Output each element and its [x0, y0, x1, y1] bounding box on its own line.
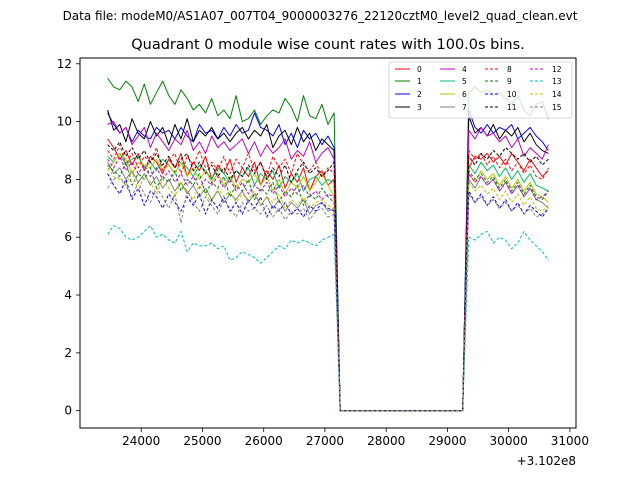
series-line-11: [107, 141, 549, 412]
x-offset-label: +3.102e8: [517, 454, 576, 468]
series-line-2: [107, 109, 549, 412]
x-tick-label: 24000: [122, 434, 160, 448]
y-tick-label: 12: [57, 57, 72, 71]
y-tick-label: 4: [64, 288, 72, 302]
series-line-13: [107, 225, 549, 412]
legend-label-8: 8: [507, 65, 512, 74]
x-tick-label: 29000: [428, 434, 466, 448]
legend-label-1: 1: [417, 77, 422, 86]
legend-label-2: 2: [417, 90, 422, 99]
series-line-10: [107, 173, 549, 412]
legend-label-10: 10: [507, 90, 517, 99]
legend-label-14: 14: [552, 90, 562, 99]
suptitle: Data file: modeM0/AS1A07_007T04_90000032…: [63, 9, 578, 23]
x-axis: 24000 25000 26000 27000 28000 29000 30000 31000: [122, 428, 589, 448]
series-line-15: [107, 176, 549, 412]
y-tick-label: 2: [64, 346, 72, 360]
legend-label-15: 15: [552, 103, 562, 112]
series-line-6: [107, 152, 549, 412]
y-tick-label: 10: [57, 115, 72, 129]
legend-label-6: 6: [462, 90, 467, 99]
axes-frame: [79, 57, 577, 429]
x-tick-label: 27000: [306, 434, 344, 448]
legend-label-5: 5: [462, 77, 467, 86]
legend-label-13: 13: [552, 77, 562, 86]
legend-box: [388, 61, 573, 119]
series-line-14: [107, 167, 549, 412]
series-layer: [107, 77, 549, 412]
legend-label-9: 9: [507, 77, 512, 86]
legend-label-7: 7: [462, 103, 467, 112]
legend-label-0: 0: [417, 65, 422, 74]
series-line-8: [107, 144, 549, 412]
legend-label-4: 4: [462, 65, 467, 74]
legend-label-11: 11: [507, 103, 517, 112]
y-tick-label: 6: [64, 230, 72, 244]
x-tick-label: 30000: [490, 434, 528, 448]
x-tick-label: 26000: [245, 434, 283, 448]
y-tick-label: 0: [64, 404, 72, 418]
series-line-9: [107, 161, 549, 412]
x-tick-label: 31000: [551, 434, 589, 448]
series-line-4: [107, 121, 549, 412]
legend-label-12: 12: [552, 65, 562, 74]
y-axis: 0 2 4 6 8 10 12: [57, 57, 80, 418]
series-line-3: [107, 109, 549, 412]
x-tick-label: 25000: [183, 434, 221, 448]
legend-label-3: 3: [417, 103, 422, 112]
y-tick-label: 8: [64, 172, 72, 186]
chart-title: Quadrant 0 module wise count rates with …: [131, 37, 525, 53]
x-tick-label: 28000: [367, 434, 405, 448]
